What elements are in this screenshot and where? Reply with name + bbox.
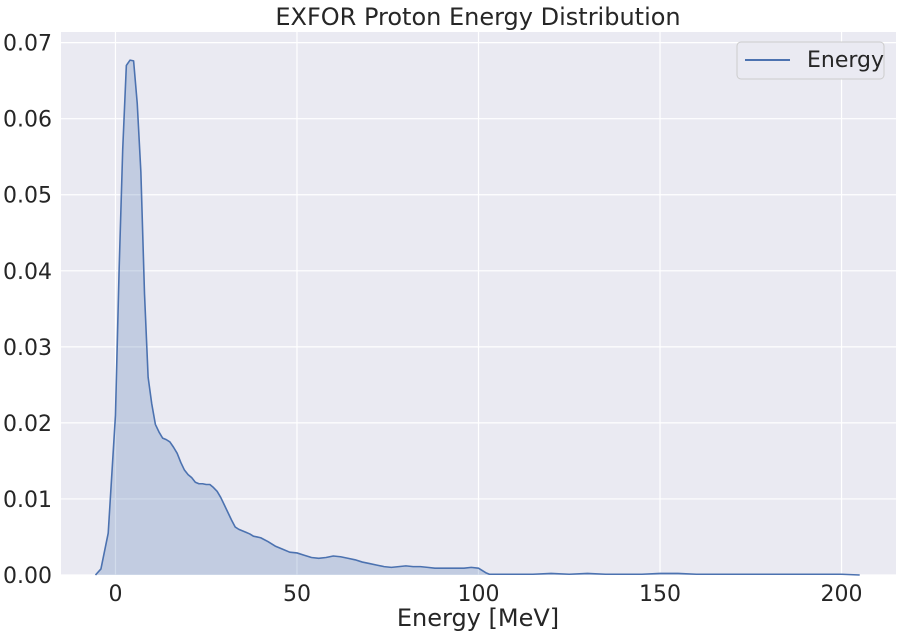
- y-tick-label: 0.02: [3, 412, 52, 437]
- y-tick-label: 0.06: [3, 108, 52, 133]
- y-tick-label: 0.05: [3, 184, 52, 209]
- legend: Energy: [736, 41, 885, 80]
- x-tick-label: 100: [458, 582, 500, 607]
- density-area: [95, 60, 860, 575]
- density-line: [94, 59, 860, 576]
- y-tick-label: 0.01: [3, 488, 52, 513]
- y-tick-label: 0.03: [3, 336, 52, 361]
- grid: [61, 32, 896, 576]
- x-tick-label: 200: [821, 582, 863, 607]
- x-tick-label: 50: [283, 582, 311, 607]
- legend-box: [736, 41, 885, 80]
- y-tick-label: 0.00: [3, 564, 52, 589]
- legend-label: Energy: [807, 48, 884, 73]
- y-tick-label: 0.04: [3, 260, 52, 285]
- x-axis-label: Energy [MeV]: [397, 604, 559, 632]
- x-tick-labels: 0 50 100 150 200: [108, 582, 862, 607]
- x-tick-label: 150: [639, 582, 681, 607]
- x-tick-label: 0: [108, 582, 122, 607]
- chart-title: EXFOR Proton Energy Distribution: [275, 3, 680, 31]
- y-tick-label: 0.07: [3, 32, 52, 57]
- y-tick-labels: 0.00 0.01 0.02 0.03 0.04 0.05 0.06 0.07: [3, 32, 52, 589]
